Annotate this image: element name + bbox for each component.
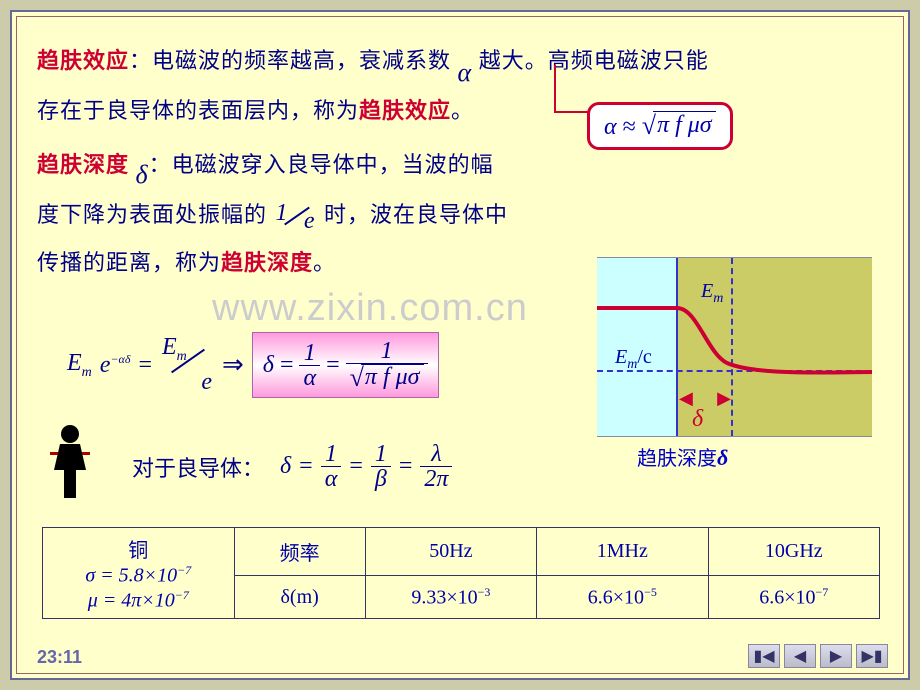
colon: ： — [129, 48, 152, 73]
cell-delta-m: δ(m) — [234, 576, 365, 619]
equation-good-conductor: 对于良导体： δ = 1α = 1β = λ2π — [132, 442, 452, 491]
fb-body: π f μσ — [653, 111, 716, 141]
cell-v1: 9.33×10−3 — [365, 576, 536, 619]
label-delta: δ — [692, 406, 703, 433]
p1e: 。 — [451, 98, 474, 123]
p2f: 。 — [313, 250, 336, 275]
fb-sqrt: √ π f μσ — [642, 111, 716, 141]
table-row: 铜 σ = 5.8×10−7 μ = 4π×10−7 频率 50Hz 1MHz … — [43, 528, 880, 576]
delta-span: ◀▶ — [679, 388, 731, 409]
equation-skin-depth: Em e−αδ = Em e ⇒ δ = 1α = 1 √π f μσ — [67, 332, 439, 398]
label-Em-over-c: Em/c — [615, 346, 652, 373]
label-Em: Em — [701, 280, 723, 307]
skin-depth-figure: Em Em/c ◀▶ δ — [597, 257, 872, 437]
watermark: www.zixin.com.cn — [212, 287, 528, 330]
alpha-inline: α — [458, 49, 473, 97]
skin-depth-table: 铜 σ = 5.8×10−7 μ = 4π×10−7 频率 50Hz 1MHz … — [42, 527, 880, 619]
nav-next-button[interactable]: ▶ — [820, 644, 852, 668]
highlighted-formula: δ = 1α = 1 √π f μσ — [252, 332, 439, 398]
content-area: 趋肤效应：电磁波的频率越高，衰减系数 α 越大。高频电磁波只能 存在于良导体的表… — [37, 37, 883, 287]
person-icon — [42, 422, 102, 502]
para-1-line-1: 趋肤效应：电磁波的频率越高，衰减系数 α 越大。高频电磁波只能 — [37, 37, 883, 87]
skin-effect-label: 趋肤效应 — [37, 48, 129, 73]
delta-inline: δ — [136, 151, 149, 199]
p1c: 存在于良导体的表面层内，称为 — [37, 98, 359, 123]
arrow-implies: ⇒ — [222, 350, 244, 380]
fb-approx: ≈ — [623, 114, 636, 140]
Em1: Em — [67, 350, 92, 381]
slide-frame: 趋肤效应：电磁波的频率越高，衰减系数 α 越大。高频电磁波只能 存在于良导体的表… — [10, 10, 910, 680]
nav-last-button[interactable]: ▶▮ — [856, 644, 888, 668]
cell-v3: 6.6×10−7 — [708, 576, 879, 619]
cell-copper: 铜 σ = 5.8×10−7 μ = 4π×10−7 — [43, 528, 235, 619]
cell-v2: 6.6×10−5 — [537, 576, 708, 619]
nav-first-button[interactable]: ▮◀ — [748, 644, 780, 668]
cell-1mhz: 1MHz — [537, 528, 708, 576]
nav-prev-button[interactable]: ◀ — [784, 644, 816, 668]
skin-effect-label-2: 趋肤效应 — [359, 98, 451, 123]
p2c: 时，波在良导体中 — [324, 202, 508, 227]
figure-caption: 趋肤深度δ — [637, 442, 728, 471]
cell-10ghz: 10GHz — [708, 528, 879, 576]
skin-depth-label: 趋肤深度 — [37, 152, 129, 177]
fb-alpha: α — [604, 114, 617, 140]
p2b: 度下降为表面处振幅的 — [37, 202, 267, 227]
cell-freq-hdr: 频率 — [234, 528, 365, 576]
frac-Em-over-e: Em e — [160, 340, 214, 390]
skin-depth-label-2: 趋肤深度 — [221, 250, 313, 275]
p2d: 传播的距离，称为 — [37, 250, 221, 275]
alpha-formula-box: α ≈ √ π f μσ — [587, 102, 733, 150]
p1a: 电磁波的频率越高，衰减系数 — [152, 48, 451, 73]
colon2: ： — [149, 152, 172, 177]
p2a: 电磁波穿入良导体中，当波的幅 — [172, 152, 494, 177]
exp: e−αδ — [100, 352, 131, 379]
cell-50hz: 50Hz — [365, 528, 536, 576]
nav-bar: ▮◀ ◀ ▶ ▶▮ — [748, 644, 888, 668]
para-2-line-1: 趋肤深度 δ：电磁波穿入良导体中，当波的幅 — [37, 141, 883, 191]
para-2-line-2: 度下降为表面处振幅的 1 e 时，波在良导体中 — [37, 191, 883, 239]
frac-1-over-e: 1 e — [274, 195, 318, 239]
timestamp: 23:11 — [37, 647, 82, 668]
p3: 对于良导体： — [132, 451, 264, 483]
